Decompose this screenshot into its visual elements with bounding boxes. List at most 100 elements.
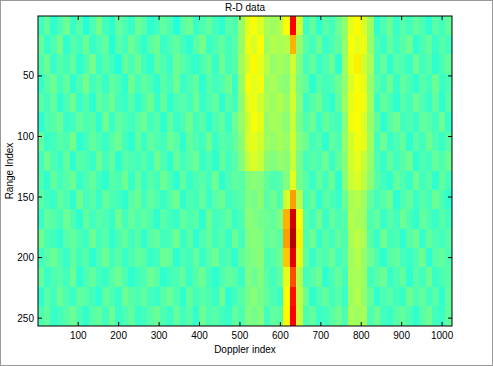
heatmap-cell: [367, 229, 375, 249]
heatmap-cell: [160, 93, 168, 113]
heatmap-cell: [387, 35, 394, 55]
heatmap-cell: [374, 54, 381, 75]
heatmap-cell: [335, 112, 343, 133]
heatmap-cell: [199, 16, 207, 36]
heatmap-cell: [342, 132, 349, 152]
heatmap-cell: [212, 54, 220, 75]
heatmap-cell: [109, 229, 116, 249]
heatmap-cell: [199, 151, 207, 171]
heatmap-cell: [173, 54, 181, 75]
heatmap-cell: [57, 248, 64, 268]
heatmap-cell: [251, 93, 258, 113]
heatmap-cell: [354, 267, 362, 288]
heatmap-cell: [219, 35, 226, 55]
heatmap-cell: [387, 171, 394, 191]
heatmap-cell: [264, 35, 271, 55]
heatmap-cell: [251, 267, 258, 288]
x-tick-label: 800: [353, 330, 370, 341]
heatmap-cell: [89, 132, 97, 152]
heatmap-cell: [309, 16, 317, 36]
heatmap-cell: [400, 267, 407, 288]
heatmap-cell: [232, 229, 239, 249]
heatmap-cell: [303, 35, 310, 55]
heatmap-cell: [361, 132, 368, 152]
heatmap-cell: [173, 287, 181, 307]
heatmap-cell: [135, 74, 142, 94]
y-tick: [38, 75, 42, 76]
x-tick: [401, 322, 402, 326]
heatmap-cell: [380, 287, 388, 307]
heatmap-cell: [406, 35, 414, 55]
heatmap-cell: [367, 35, 375, 55]
heatmap-cell: [160, 112, 168, 133]
heatmap-cell: [426, 287, 433, 307]
heatmap-cell: [257, 132, 265, 152]
heatmap-cell: [225, 112, 233, 133]
heatmap-cell: [38, 74, 45, 94]
heatmap-cell: [141, 171, 148, 191]
heatmap-cell: [109, 171, 116, 191]
heatmap-cell: [348, 54, 355, 75]
heatmap-cell: [406, 209, 414, 230]
heatmap-cell: [439, 112, 446, 133]
heatmap-cell: [173, 151, 181, 171]
heatmap-cell: [50, 267, 58, 288]
heatmap-cell: [102, 306, 110, 326]
heatmap-cell: [290, 229, 297, 249]
heatmap-cell: [406, 248, 414, 268]
heatmap-cell: [335, 306, 343, 326]
heatmap-cell: [342, 151, 349, 171]
heatmap-cell: [439, 229, 446, 249]
heatmap-cell: [44, 151, 51, 171]
heatmap-cell: [89, 74, 97, 94]
x-tick-top: [199, 16, 200, 20]
heatmap-cell: [257, 190, 265, 210]
heatmap-cell: [439, 35, 446, 55]
heatmap-cell: [406, 190, 414, 210]
heatmap-cell: [354, 93, 362, 113]
heatmap-cell: [406, 112, 414, 133]
heatmap-cell: [83, 248, 90, 268]
heatmap-cell: [96, 16, 103, 36]
heatmap-cell: [277, 112, 284, 133]
heatmap-cell: [76, 112, 84, 133]
heatmap-cell: [212, 112, 220, 133]
heatmap-cell: [290, 35, 297, 55]
heatmap-cell: [115, 93, 123, 113]
heatmap-cell: [128, 54, 136, 75]
heatmap-cell: [354, 190, 362, 210]
heatmap-cell: [342, 16, 349, 36]
heatmap-cell: [309, 267, 317, 288]
heatmap-cell: [264, 93, 271, 113]
heatmap-cell: [109, 16, 116, 36]
heatmap-cell: [83, 190, 90, 210]
heatmap-cell: [445, 306, 452, 326]
heatmap-cell: [70, 93, 77, 113]
heatmap-cell: [419, 306, 427, 326]
heatmap-cell: [387, 248, 394, 268]
heatmap-cell: [186, 93, 194, 113]
heatmap-cell: [83, 267, 90, 288]
heatmap-cell: [245, 35, 252, 55]
heatmap-cell: [147, 112, 155, 133]
heatmap-cell: [277, 287, 284, 307]
heatmap-cell: [277, 93, 284, 113]
heatmap-cell: [400, 190, 407, 210]
heatmap-cell: [400, 74, 407, 94]
heatmap-cell: [426, 171, 433, 191]
heatmap-cell: [322, 16, 330, 36]
heatmap-cell: [283, 229, 291, 249]
heatmap-cell: [309, 151, 317, 171]
heatmap-cell: [186, 132, 194, 152]
heatmap-cell: [63, 248, 71, 268]
heatmap-cell: [270, 248, 278, 268]
heatmap-cell: [361, 151, 368, 171]
heatmap-cell: [445, 74, 452, 94]
heatmap-cell: [419, 74, 427, 94]
heatmap-cell: [387, 74, 394, 94]
heatmap-cell: [225, 171, 233, 191]
heatmap-cell: [102, 112, 110, 133]
heatmap-cell: [57, 16, 64, 36]
heatmap-cell: [393, 35, 401, 55]
heatmap-cell: [232, 151, 239, 171]
